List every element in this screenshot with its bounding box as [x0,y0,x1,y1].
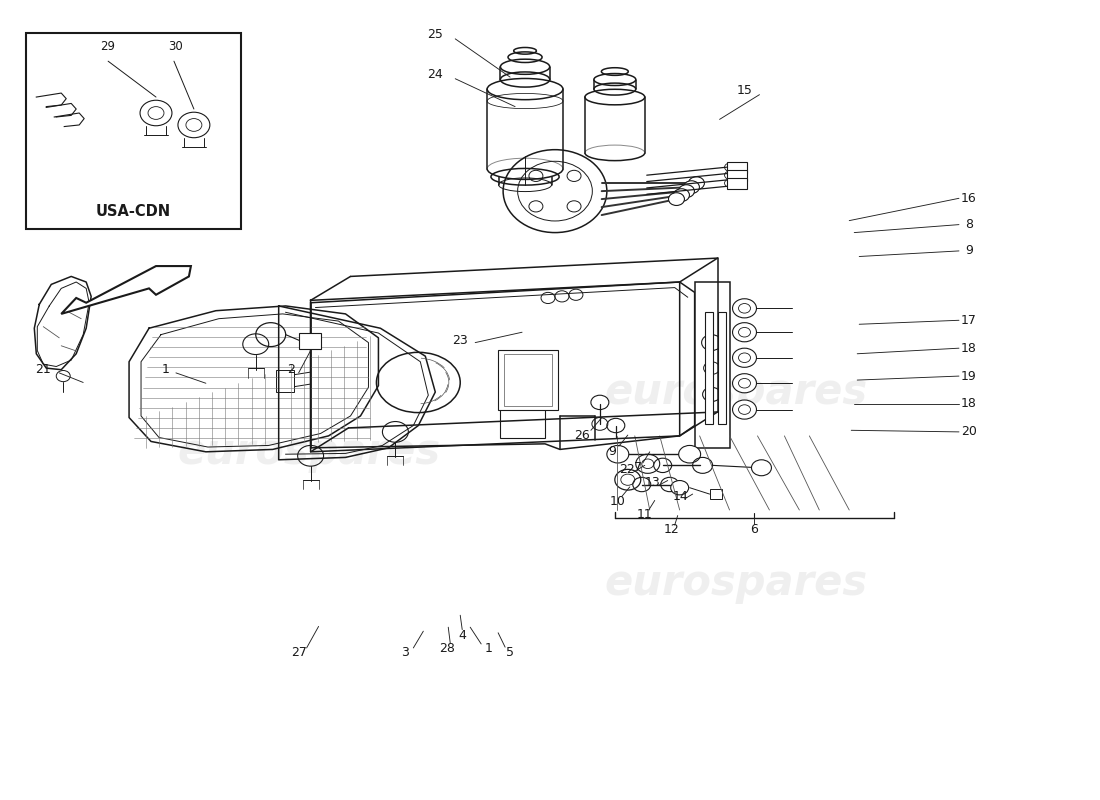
Circle shape [679,185,694,198]
Bar [298,333,320,349]
Circle shape [669,193,684,206]
Circle shape [751,460,771,476]
Bar [717,312,726,424]
Text: 28: 28 [439,642,455,655]
Circle shape [671,481,689,495]
Text: eurospares: eurospares [605,562,868,604]
Text: eurospares: eurospares [605,371,868,413]
Text: 23: 23 [452,334,469,346]
Text: 3: 3 [402,646,409,659]
Text: 8: 8 [965,218,972,231]
Text: 26: 26 [574,429,590,442]
Bar [710,490,722,499]
Text: 4: 4 [459,629,466,642]
Text: 16: 16 [961,192,977,205]
Text: 18: 18 [961,398,977,410]
Text: 25: 25 [428,28,443,42]
Circle shape [733,400,757,419]
Text: 7: 7 [634,462,641,474]
Text: USA-CDN: USA-CDN [96,203,172,218]
Circle shape [56,370,70,382]
Polygon shape [694,282,729,448]
Polygon shape [62,266,191,314]
Text: 1: 1 [162,363,169,376]
Text: 19: 19 [961,370,977,382]
Bar [26,34,241,229]
Text: 27: 27 [290,646,307,659]
Circle shape [679,446,701,463]
Bar [500,386,544,438]
Text: 12: 12 [663,523,680,537]
Circle shape [683,181,700,194]
Text: 11: 11 [637,508,652,522]
Circle shape [733,322,757,342]
Text: 20: 20 [961,426,977,438]
Circle shape [689,177,704,190]
Circle shape [186,118,202,131]
Circle shape [733,374,757,393]
Bar [498,350,558,410]
Text: 2: 2 [287,363,295,376]
Circle shape [733,348,757,367]
Text: 18: 18 [961,342,977,354]
Bar [276,370,294,392]
Bar [727,178,747,189]
Text: 6: 6 [750,522,758,536]
Circle shape [607,446,629,463]
Bar [727,162,747,173]
Circle shape [673,189,690,202]
Text: 9: 9 [965,245,972,258]
Circle shape [733,298,757,318]
Text: 30: 30 [168,40,184,54]
Text: 24: 24 [428,68,443,82]
Bar [504,354,552,406]
Text: eurospares: eurospares [177,431,440,473]
Text: 5: 5 [506,646,514,659]
Text: 15: 15 [737,84,752,97]
Bar [705,312,713,424]
Text: 21: 21 [35,363,52,376]
Text: 17: 17 [961,314,977,326]
Text: 22: 22 [619,463,635,476]
Circle shape [148,106,164,119]
Text: 1: 1 [484,642,492,655]
Text: 13: 13 [645,477,661,490]
Text: 14: 14 [673,490,689,503]
Bar [727,170,747,181]
Text: 29: 29 [100,40,116,54]
Text: 10: 10 [609,494,626,508]
Text: 9: 9 [608,445,616,458]
